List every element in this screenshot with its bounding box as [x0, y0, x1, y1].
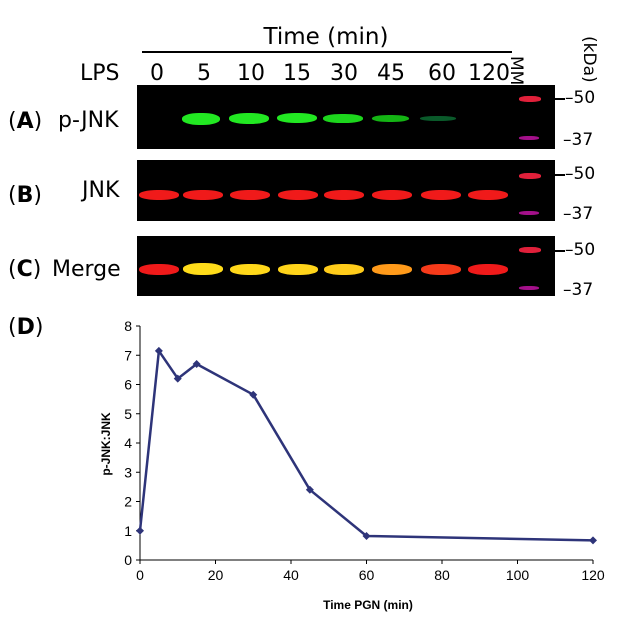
- band-jnk-5: [183, 190, 223, 200]
- series-markers: [136, 346, 597, 545]
- mw-label-37-merge: –37: [563, 280, 594, 300]
- lane-label-45: 45: [377, 61, 405, 86]
- lane-label-60: 60: [428, 61, 456, 86]
- band-merge-10: [230, 264, 270, 275]
- blot-merge: [137, 236, 555, 296]
- panel-letter-b: (B): [8, 183, 42, 208]
- mw-label-37-jnk: –37: [563, 204, 594, 224]
- band-pjnk-5: [182, 113, 220, 125]
- tick-50-merge: [555, 250, 565, 252]
- time-axis-title: Time (min): [263, 24, 389, 50]
- panel-letter-c: (C): [8, 257, 42, 282]
- x-tick-label-60: 60: [359, 567, 375, 583]
- y-tick-label-2: 2: [124, 494, 132, 510]
- mw-label-50-pjnk: –50: [565, 88, 596, 108]
- data-point-30: [249, 390, 258, 399]
- x-tick-label-80: 80: [434, 567, 450, 583]
- band-pjnk-10: [229, 113, 269, 124]
- band-pjnk-60: [420, 116, 456, 121]
- lane-label-15: 15: [283, 61, 311, 86]
- lane-label-0: 0: [150, 61, 164, 86]
- lane-label-120: 120: [468, 61, 510, 86]
- band-pjnk-15: [277, 113, 317, 123]
- data-point-120: [589, 536, 597, 545]
- series-line: [138, 349, 594, 542]
- ladder-37-pjnk: [519, 136, 539, 140]
- lane-label-10: 10: [237, 61, 265, 86]
- band-pjnk-30: [323, 114, 363, 123]
- band-merge-5: [183, 263, 223, 275]
- band-jnk-0: [139, 190, 179, 200]
- panel-name-jnk: JNK: [82, 178, 120, 203]
- data-point-10: [173, 374, 182, 383]
- band-jnk-120: [468, 190, 508, 200]
- x-tick-label-120: 120: [581, 567, 605, 583]
- lane-label-30: 30: [330, 61, 358, 86]
- x-tick-label-0: 0: [136, 567, 144, 583]
- x-tick-label-100: 100: [506, 567, 530, 583]
- y-tick-label-6: 6: [124, 377, 132, 393]
- y-axis-title: p-JNK:JNK: [99, 412, 113, 476]
- ladder-37-merge: [519, 286, 539, 290]
- lps-label: LPS: [80, 61, 120, 86]
- data-point-60: [362, 532, 371, 541]
- band-jnk-10: [230, 190, 270, 200]
- band-merge-15: [278, 264, 318, 275]
- x-axis-title: Time PGN (min): [323, 598, 413, 612]
- data-point-5: [154, 346, 163, 355]
- band-merge-60: [421, 264, 461, 275]
- band-pjnk-45: [372, 115, 409, 122]
- band-jnk-45: [372, 190, 412, 200]
- band-jnk-30: [324, 190, 364, 200]
- y-tick-label-0: 0: [124, 552, 132, 568]
- mw-label-50-merge: –50: [565, 240, 596, 260]
- blot-jnk: [137, 160, 555, 221]
- y-tick-label-7: 7: [124, 347, 132, 363]
- ladder-50-pjnk: [519, 96, 541, 102]
- lane-label-5: 5: [197, 61, 211, 86]
- mw-label-37-pjnk: –37: [563, 130, 594, 150]
- x-tick-label-20: 20: [208, 567, 224, 583]
- x-axis-ticks: 0 20 40 60 80 100 120: [136, 560, 605, 583]
- mw-label-50-jnk: –50: [565, 164, 596, 184]
- y-tick-label-8: 8: [124, 318, 132, 334]
- y-tick-label-1: 1: [124, 523, 132, 539]
- band-jnk-60: [421, 190, 461, 200]
- data-point-15: [192, 360, 201, 369]
- band-merge-120: [468, 264, 508, 275]
- panel-name-pjnk: p-JNK: [58, 108, 119, 133]
- data-point-0: [136, 526, 144, 535]
- tick-50-pjnk: [555, 98, 565, 100]
- y-tick-label-4: 4: [124, 435, 132, 451]
- y-tick-label-5: 5: [124, 406, 132, 422]
- x-tick-label-40: 40: [283, 567, 299, 583]
- panel-name-merge: Merge: [52, 257, 121, 282]
- panel-letter-a: (A): [8, 109, 43, 134]
- tick-50-jnk: [555, 174, 565, 176]
- ladder-37-jnk: [519, 211, 539, 215]
- panel-letter-d: (D): [8, 315, 44, 340]
- ladder-50-jnk: [519, 173, 541, 179]
- data-point-45: [305, 485, 314, 494]
- band-merge-30: [324, 264, 364, 275]
- band-merge-45: [372, 264, 412, 275]
- band-jnk-15: [278, 190, 318, 200]
- y-tick-label-3: 3: [124, 464, 132, 480]
- ladder-50-merge: [519, 247, 541, 253]
- band-merge-0: [139, 264, 179, 275]
- time-bracket-line: [142, 51, 512, 53]
- blot-pjnk: [137, 85, 555, 149]
